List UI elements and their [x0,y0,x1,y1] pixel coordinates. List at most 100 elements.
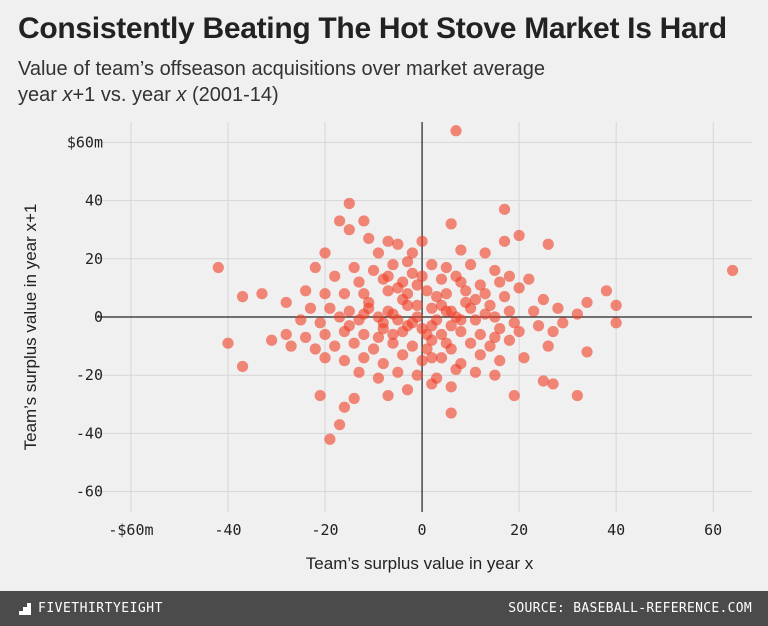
y-tick-label: -20 [76,366,103,384]
data-point [421,328,433,341]
data-point [455,244,467,256]
data-point [489,369,501,381]
data-point [610,317,622,329]
data-point [435,273,448,285]
y-tick-label: 0 [94,308,103,326]
data-point [256,288,268,300]
data-point [333,311,346,323]
data-point [581,346,593,358]
data-point [236,360,249,373]
data-point [445,407,457,419]
data-point [392,366,404,378]
data-point [343,320,355,332]
data-point [397,293,409,306]
data-point [600,285,613,297]
data-point [469,293,482,306]
source-note: SOURCE: BASEBALL-REFERENCE.COM [508,601,752,616]
data-point [479,308,491,320]
x-tick-label: -$60m [108,521,153,539]
data-point [440,288,452,300]
scatter-plot: -60 -40 -20 0 20 40 $60m -$60m -40 -20 0 20 40 60 Tea… [21,122,752,573]
data-point [343,305,355,317]
data-point [343,197,355,210]
data-point [503,270,516,282]
data-point [353,366,365,378]
data-point [610,299,622,311]
chart-title: Consistently Beating The Hot Stove Marke… [18,12,727,45]
data-point [387,328,399,341]
data-point [319,328,331,341]
data-point [236,291,249,303]
data-point [348,337,360,349]
data-point [464,337,477,349]
data-point [571,389,583,402]
data-point [440,261,452,274]
brand-logo[interactable]: FIVETHIRTYEIGHT [18,601,163,616]
subtitle-line-2: year x+1 vs. year x (2001-14) [18,82,698,108]
data-point [474,349,486,361]
data-point [285,340,297,352]
data-point [518,352,530,364]
data-point [348,261,360,274]
data-point [411,279,423,291]
x-tick-label: 40 [607,521,625,539]
data-point [382,285,394,297]
data-point [469,366,482,378]
data-point [300,285,312,297]
data-point [397,349,409,361]
data-point [445,218,457,230]
subtitle-line-1: Value of team’s offseason acquisitions o… [18,58,545,80]
data-point [484,299,496,311]
data-point [479,288,491,300]
data-point [537,375,549,387]
data-point [489,311,501,323]
data-point [571,308,583,320]
data-point [426,259,438,271]
data-point [489,331,501,343]
data-point [309,343,321,355]
data-point [508,389,520,402]
tick-labels: -60 -40 -20 0 20 40 $60m -$60m -40 -20 0 20 40 60 [67,133,722,539]
data-point [464,259,477,271]
data-point [455,314,467,326]
data-point [377,357,389,370]
data-point [338,288,351,300]
data-point [358,328,370,341]
data-point [460,296,472,309]
x-tick-label: -20 [311,521,338,539]
data-point [445,320,457,332]
x-axis-label: Team’s surplus value in year x [306,554,534,573]
subtitle-part-c: (2001-14) [186,84,279,106]
data-point [426,320,438,332]
x-tick-label: 0 [418,521,427,539]
data-point [411,369,423,381]
data-point [367,343,380,355]
chart-subtitle: Value of team’s offseason acquisitions o… [18,56,698,108]
data-point [401,256,414,268]
data-point [314,389,326,402]
data-point [212,261,224,274]
footer: FIVETHIRTYEIGHT SOURCE: BASEBALL-REFEREN… [0,591,768,626]
data-point [416,270,428,282]
data-point [363,296,375,309]
axes [97,122,752,512]
data-point [333,215,346,227]
fivethirtyeight-logo-icon [19,602,31,615]
data-point [494,276,506,288]
data-point [513,325,525,338]
data-point [474,328,486,341]
data-point [528,305,540,317]
data-point [503,305,516,317]
data-point [435,299,448,311]
data-point [450,125,462,137]
data-point [338,401,351,413]
data-point [319,247,331,259]
data-point [421,285,433,297]
data-point [416,235,428,247]
data-point [513,282,525,294]
data-point [513,229,525,242]
data-point [280,296,292,309]
data-point [338,355,351,367]
data-point [314,317,326,329]
y-tick-label: $60m [67,133,103,151]
